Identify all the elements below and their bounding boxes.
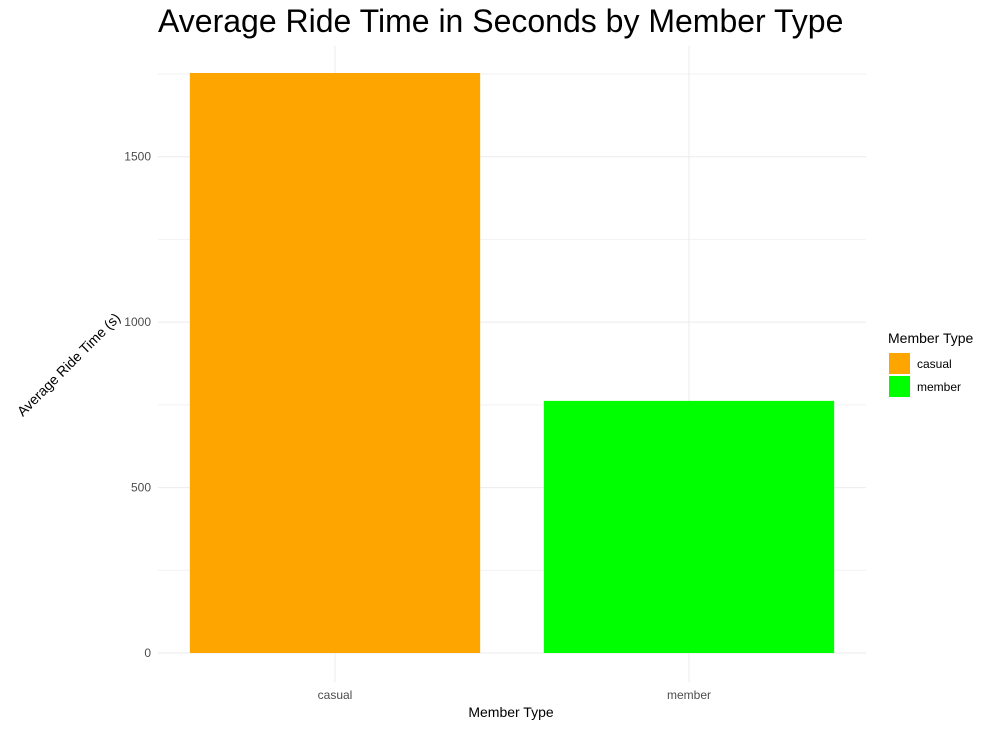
legend-title: Member Type <box>888 330 974 346</box>
legend-label-casual: casual <box>917 357 952 371</box>
legend: Member Type casual member <box>888 330 974 397</box>
bars <box>189 73 835 653</box>
y-tick-label: 500 <box>131 481 151 495</box>
legend-swatch-member <box>889 376 910 397</box>
y-axis-title: Average Ride Time (s) <box>14 310 124 420</box>
legend-entries: casual member <box>889 353 961 397</box>
legend-swatch-casual <box>889 353 910 374</box>
x-tick-label: member <box>667 688 711 702</box>
x-axis-ticks: casual member <box>318 688 711 702</box>
y-tick-label: 1500 <box>124 150 151 164</box>
x-axis-title: Member Type <box>468 704 554 720</box>
bar-member <box>543 400 835 653</box>
y-tick-label: 0 <box>144 646 151 660</box>
y-tick-label: 1000 <box>124 315 151 329</box>
bar-casual <box>189 73 481 653</box>
chart-title: Average Ride Time in Seconds by Member T… <box>158 3 843 39</box>
legend-label-member: member <box>917 380 961 394</box>
y-axis-ticks: 0 500 1000 1500 <box>124 150 151 660</box>
x-tick-label: casual <box>318 688 353 702</box>
